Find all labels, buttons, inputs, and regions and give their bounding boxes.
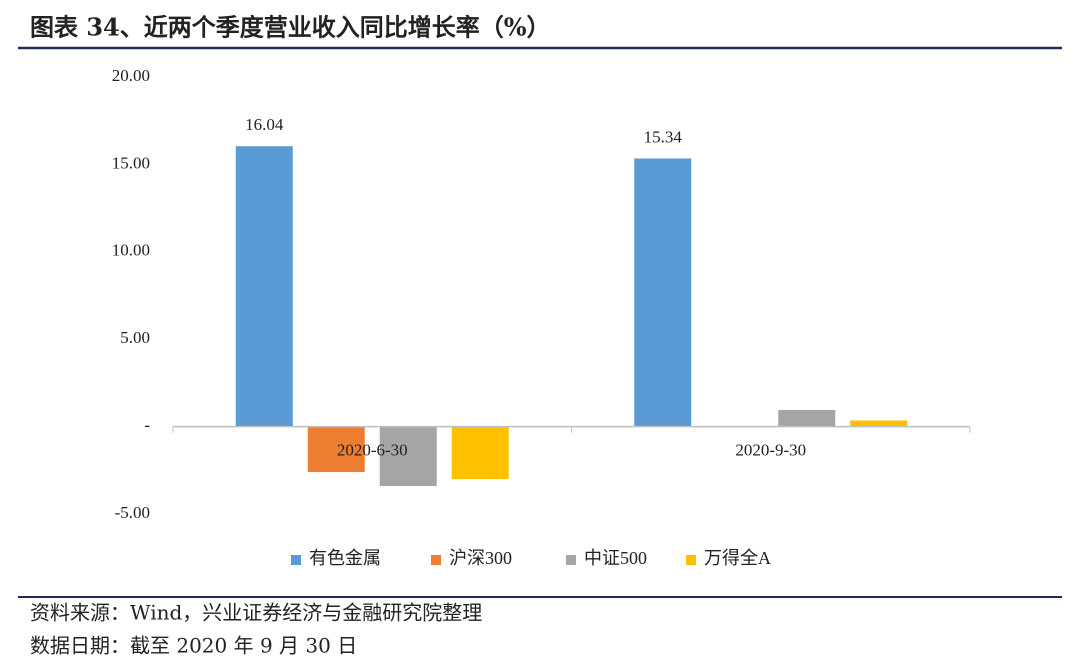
y-tick-label: -5.00 <box>115 503 150 522</box>
x-tick-label: 2020-9-30 <box>735 441 806 460</box>
legend-label: 沪深300 <box>449 548 512 568</box>
chart-title: 图表 34、近两个季度营业收入同比增长率（%） <box>30 13 551 42</box>
bar <box>778 409 836 427</box>
source-note: 资料来源：Wind，兴业证券经济与金融研究院整理 <box>30 601 482 625</box>
bar <box>235 146 293 427</box>
date-note: 数据日期：截至 2020 年 9 月 30 日 <box>30 634 357 658</box>
data-label: 15.34 <box>644 127 683 146</box>
y-tick-label: 10.00 <box>112 241 150 260</box>
y-tick-label: - <box>144 416 150 435</box>
legend-swatch <box>291 555 301 565</box>
legend-label: 万得全A <box>704 548 771 568</box>
y-tick-label: 15.00 <box>112 153 150 172</box>
legend-swatch <box>566 555 576 565</box>
data-label: 16.04 <box>245 115 284 134</box>
bar <box>451 426 509 480</box>
legend-label: 有色金属 <box>309 548 381 568</box>
legend-label: 中证500 <box>584 548 647 568</box>
x-tick-label: 2020-6-30 <box>337 441 408 460</box>
y-tick-label: 5.00 <box>120 328 150 347</box>
bar <box>850 420 908 427</box>
legend-swatch <box>431 555 441 565</box>
bar <box>307 426 365 473</box>
legend-swatch <box>686 555 696 565</box>
bar <box>634 158 692 427</box>
bar <box>379 426 437 487</box>
y-tick-label: 20.00 <box>112 66 150 85</box>
